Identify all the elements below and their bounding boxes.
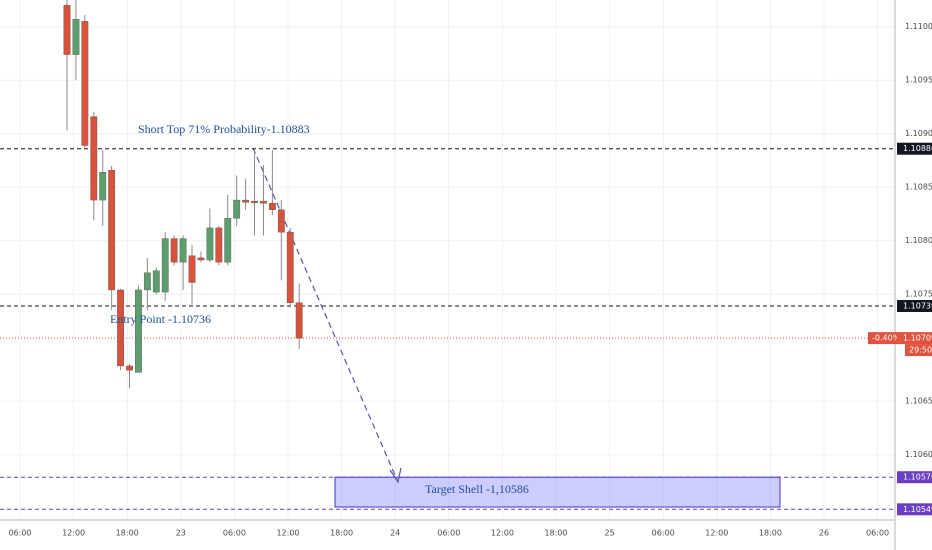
price-tag-label: 1.10739 <box>903 302 932 311</box>
candle-body <box>108 169 116 291</box>
x-tick-label: 06:00 <box>866 529 889 538</box>
candle-body <box>126 365 133 371</box>
y-tick-label: 1.10750 <box>905 290 932 299</box>
x-tick-label: 06:00 <box>437 529 460 538</box>
candle-body <box>72 19 80 55</box>
countdown-tag <box>905 344 932 357</box>
annotation: Entry Point -1.10736 <box>110 312 211 326</box>
price-tag <box>897 503 932 516</box>
candle-body <box>170 238 178 263</box>
x-tick-label: 18:00 <box>330 529 353 538</box>
y-tick-label: 1.10950 <box>905 76 932 85</box>
x-tick-label: 25 <box>605 529 615 538</box>
price-tag-label: 1.10709 <box>903 334 932 343</box>
price-tag-label: 1.10579 <box>903 473 932 482</box>
price-tag <box>897 471 932 484</box>
x-tick-label: 18:00 <box>759 529 782 538</box>
candle-body <box>152 270 160 293</box>
candle-body <box>215 227 223 263</box>
price-tag <box>897 300 932 313</box>
candle-body <box>63 5 71 55</box>
candle-body <box>81 21 89 146</box>
candle-body <box>117 289 124 367</box>
candle-body <box>179 238 187 263</box>
change-tag <box>868 332 897 345</box>
x-tick-label: 12:00 <box>62 529 85 538</box>
target-zone <box>334 476 781 508</box>
x-tick-label: 06:00 <box>652 529 675 538</box>
candle-body <box>242 199 249 203</box>
candle-body <box>251 200 258 203</box>
candle-body <box>188 255 196 283</box>
y-tick-label: 1.11000 <box>905 22 932 31</box>
x-tick-label: 12:00 <box>705 529 728 538</box>
annotation: Short Top 71% Probability-1.10883 <box>138 122 310 136</box>
y-tick-label: 1.10650 <box>905 397 932 406</box>
y-tick-label: 1.10900 <box>905 129 932 138</box>
x-tick-label: 12:00 <box>491 529 514 538</box>
countdown-label: 29:50 <box>909 346 932 355</box>
candle-body <box>143 272 151 291</box>
candle-body <box>90 116 98 201</box>
candle-body <box>268 203 276 210</box>
candle-body <box>286 231 294 303</box>
projection-arrow <box>252 147 399 483</box>
x-tick-label: 24 <box>390 529 400 538</box>
x-tick-label: 12:00 <box>276 529 299 538</box>
x-tick-label: 18:00 <box>544 529 567 538</box>
candle-body <box>295 302 303 339</box>
arrow-head <box>389 467 402 484</box>
price-tag <box>897 142 932 155</box>
candle-body <box>206 227 214 261</box>
x-tick-label: 06:00 <box>8 529 31 538</box>
change-label: -0.40% <box>872 334 901 343</box>
candle-body <box>224 218 232 263</box>
annotation: Target Shell -1,10586 <box>425 482 529 496</box>
candle-body <box>233 199 241 219</box>
candle-body <box>135 289 142 373</box>
y-tick-label: 1.10850 <box>905 183 932 192</box>
candle-body <box>99 172 107 201</box>
x-tick-label: 26 <box>819 529 829 538</box>
candle-body <box>260 200 267 204</box>
x-tick-label: 06:00 <box>223 529 246 538</box>
y-tick-label: 1.10800 <box>905 236 932 245</box>
x-tick-label: 23 <box>176 529 186 538</box>
candle-body <box>197 257 205 261</box>
candle-body <box>277 209 285 233</box>
x-tick-label: 18:00 <box>116 529 139 538</box>
price-tag-label: 1.10549 <box>903 505 932 514</box>
candle-body <box>161 238 169 293</box>
price-tag <box>897 332 932 345</box>
price-tag-label: 1.10886 <box>903 144 932 153</box>
